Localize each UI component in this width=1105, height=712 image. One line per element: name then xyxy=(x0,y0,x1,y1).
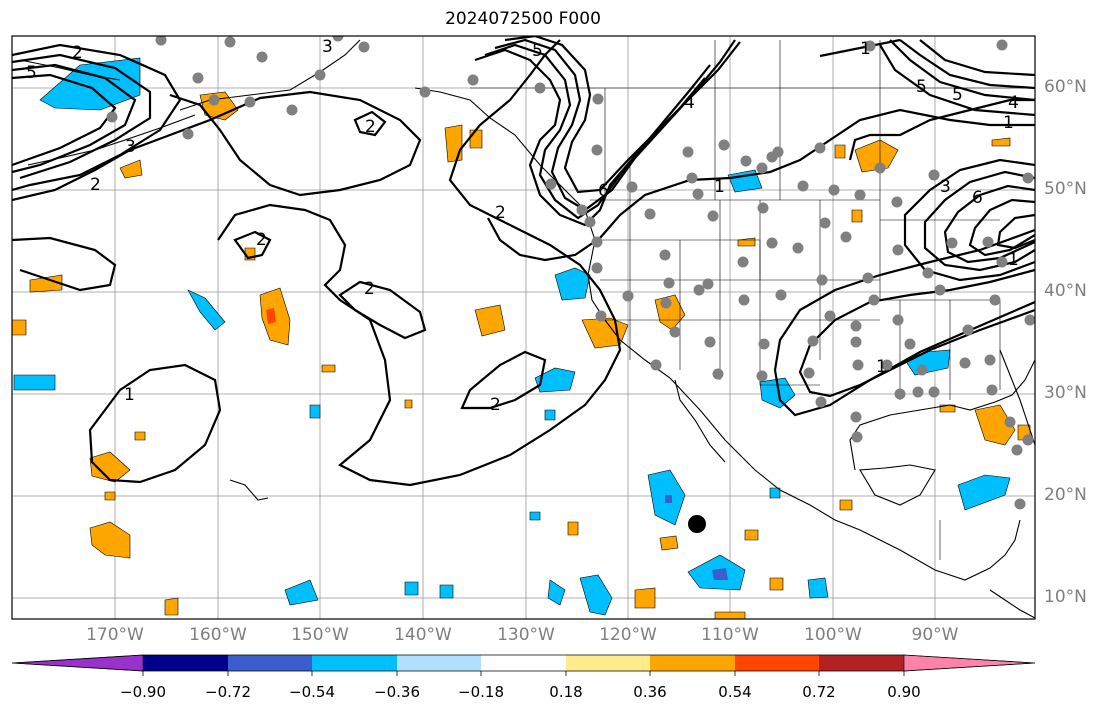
colorbar-segment xyxy=(650,655,735,671)
lon-label: 170°W xyxy=(86,625,144,645)
colorbar-tick-label: −0.90 xyxy=(120,683,166,701)
lat-label: 50°N xyxy=(1044,179,1087,199)
contour-label: 1 xyxy=(860,39,871,59)
contour-label: 2 xyxy=(490,395,501,415)
contour-label: 3 xyxy=(322,37,333,57)
contour-label: 2 xyxy=(495,203,506,223)
contour-label: 6 xyxy=(972,188,983,208)
colorbar-segment xyxy=(143,655,228,671)
colorbar-tick-label: 0.54 xyxy=(718,683,752,701)
strong-positive-anomaly-areas xyxy=(266,308,276,324)
contour-label: 2 xyxy=(256,230,267,250)
strong-negative-anomaly-areas xyxy=(665,495,728,580)
colorbar-segment xyxy=(228,655,312,671)
colorbar-segment xyxy=(11,654,144,672)
contour-label: 1 xyxy=(714,177,725,197)
lat-label: 40°N xyxy=(1044,281,1087,301)
positive-anomaly-areas xyxy=(12,91,1031,619)
contour-lines xyxy=(12,36,1035,487)
colorbar-tick-label: −0.72 xyxy=(205,683,251,701)
plot-frame xyxy=(11,35,1036,620)
lon-label: 100°W xyxy=(804,625,862,645)
contour-label: 5 xyxy=(26,63,37,83)
coastlines xyxy=(19,39,1035,619)
contour-label: 1 xyxy=(1008,250,1019,270)
lon-label: 110°W xyxy=(701,625,759,645)
colorbar-tick-label: 0.72 xyxy=(802,683,836,701)
colorbar-tick-label: 0.90 xyxy=(887,683,921,701)
colorbar-tick-label: −0.54 xyxy=(289,683,335,701)
lat-label: 30°N xyxy=(1044,383,1087,403)
colorbar-segment xyxy=(735,655,819,671)
colorbar-segment xyxy=(903,654,1036,672)
colorbar-segment xyxy=(481,655,566,671)
lon-label: 90°W xyxy=(911,625,959,645)
contour-label: 2 xyxy=(365,117,376,137)
lon-label: 140°W xyxy=(394,625,452,645)
negative-anomaly-areas xyxy=(13,57,1011,616)
lon-label: 130°W xyxy=(497,625,555,645)
contour-label: 3 xyxy=(125,137,136,157)
map-title: 2024072500 F000 xyxy=(445,9,601,29)
state-borders xyxy=(470,40,1035,560)
lat-label: 20°N xyxy=(1044,485,1087,505)
contour-label: 4 xyxy=(1008,93,1019,113)
contour-label: 5 xyxy=(952,85,963,105)
colorbar-segment xyxy=(566,655,650,671)
contour-label: 2 xyxy=(90,175,101,195)
station-markers xyxy=(106,36,1035,510)
lon-label: 160°W xyxy=(189,625,247,645)
contour-label: 3 xyxy=(940,177,951,197)
lon-label: 120°W xyxy=(599,625,657,645)
colorbar-tick-label: −0.18 xyxy=(458,683,504,701)
colorbar-segment xyxy=(397,655,481,671)
lat-label: 60°N xyxy=(1044,77,1087,97)
colorbar xyxy=(11,654,1036,676)
contour-label: 2 xyxy=(72,43,83,63)
contour-label: 1 xyxy=(876,357,887,377)
contour-label: 2 xyxy=(364,279,375,299)
lat-label: 10°N xyxy=(1044,587,1087,607)
contour-label: 1 xyxy=(1003,113,1014,133)
colorbar-tick-label: 0.18 xyxy=(549,683,583,701)
contour-label: 6 xyxy=(598,181,609,201)
contour-label: 5 xyxy=(916,77,927,97)
lon-label: 150°W xyxy=(291,625,349,645)
contour-label: 5 xyxy=(532,41,543,61)
storm-position-marker xyxy=(688,515,706,533)
contour-labels: 2 5 3 1 2 5 1 6 5 4 1 3 2 2 2 1 2 1 6 5 … xyxy=(26,37,1019,415)
colorbar-tick-label: −0.36 xyxy=(374,683,420,701)
colorbar-tick-label: 0.36 xyxy=(633,683,667,701)
map-plot-area: 2 5 3 1 2 5 1 6 5 4 1 3 2 2 2 1 2 1 6 5 … xyxy=(12,36,1035,619)
colorbar-segment xyxy=(819,655,904,671)
colorbar-segment xyxy=(312,655,397,671)
contour-label: 1 xyxy=(124,385,135,405)
contour-label: 4 xyxy=(684,93,695,113)
